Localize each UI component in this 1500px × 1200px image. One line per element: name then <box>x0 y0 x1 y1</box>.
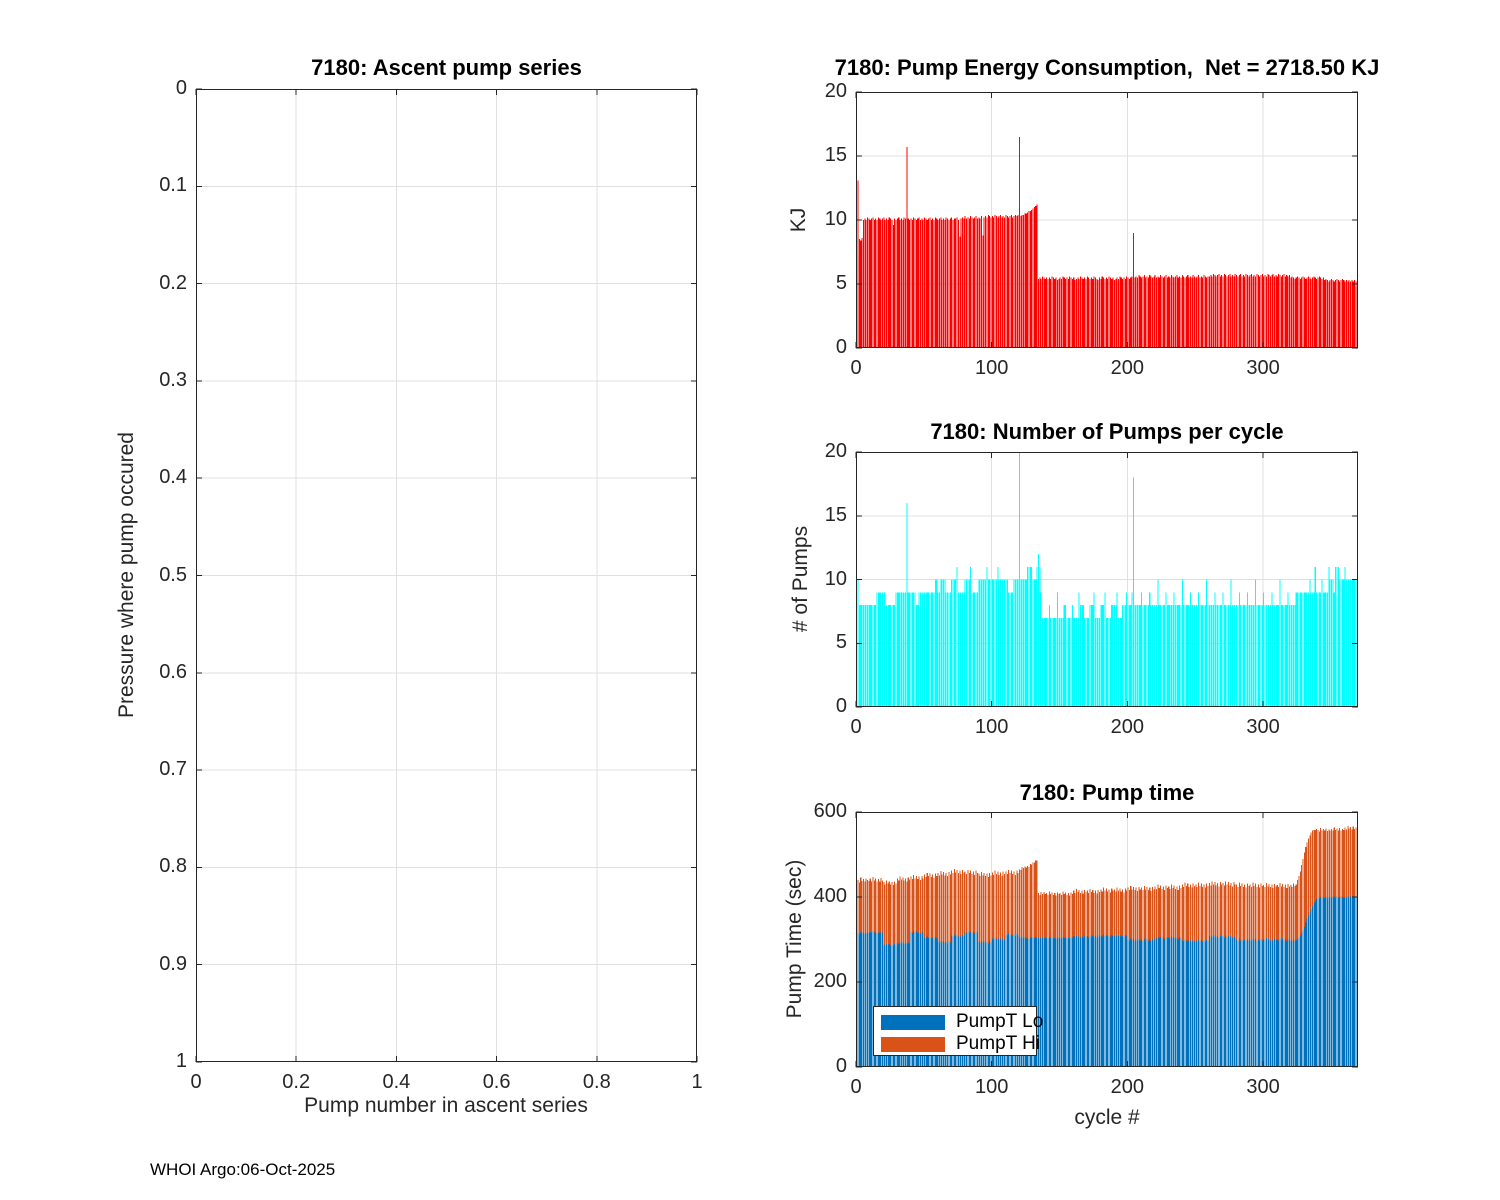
pumps-x-tick-label: 100 <box>974 716 1009 738</box>
time-x-tick-label: 0 <box>850 1076 862 1098</box>
ascent-x-tick-label: 0.8 <box>582 1071 611 1093</box>
energy-x-tick-label: 0 <box>850 357 862 379</box>
time-y-tick-label: 600 <box>813 800 847 822</box>
energy-y-tick-label: 15 <box>824 144 847 166</box>
legend-row-pumpt-lo: PumpT Lo <box>881 1011 1043 1032</box>
time-plot-title: 7180: Pump time <box>1019 780 1195 805</box>
energy-y-axis-label: KJ <box>787 207 810 233</box>
ascent-y-tick-label: 0.4 <box>159 466 187 489</box>
time-chart-svg <box>855 811 1358 1068</box>
energy-y-tick-label: 5 <box>835 272 847 294</box>
pumps-y-tick-label: 5 <box>835 631 847 654</box>
pumps-y-tick-label: 20 <box>824 440 847 462</box>
pumps-y-axis-label: # of Pumps <box>789 525 812 633</box>
energy-plot-area: 0 100 200 300 0 5 10 15 20 <box>825 80 1358 379</box>
pump-time-legend: PumpT Lo PumpT Hi <box>873 1006 1043 1056</box>
pumps-plot-title: 7180: Number of Pumps per cycle <box>930 419 1284 444</box>
ascent-x-tick-label: 0.2 <box>282 1071 311 1093</box>
ascent-y-tick-label: 0.7 <box>159 758 187 781</box>
pumps-y-tick-label: 10 <box>824 567 847 590</box>
energy-x-tick-label: 100 <box>974 357 1009 379</box>
ascent-y-tick-label: 1 <box>175 1050 187 1072</box>
energy-x-tick-label: 300 <box>1246 357 1280 379</box>
time-x-tick-label: 200 <box>1110 1076 1145 1098</box>
time-y-tick-label: 200 <box>813 970 847 992</box>
pumps-x-tick-label: 200 <box>1110 716 1145 738</box>
ascent-y-tick-label: 0 <box>175 77 187 99</box>
pumpt-lo-label: PumpT Lo <box>956 1011 1044 1032</box>
time-plot-area: 0 100 200 300 0 200 400 600 <box>814 800 1358 1098</box>
pumpt-hi-swatch <box>881 1036 945 1052</box>
pumps-chart-svg <box>855 451 1358 708</box>
ascent-plot-title: 7180: Ascent pump series <box>311 55 582 80</box>
ascent-x-tick-label: 0.6 <box>482 1071 511 1093</box>
time-x-axis-label: cycle # <box>1074 1106 1140 1129</box>
energy-y-tick-label: 10 <box>824 208 847 230</box>
ascent-x-tick-label: 0 <box>190 1071 202 1093</box>
time-x-tick-label: 100 <box>974 1076 1009 1098</box>
ascent-y-tick-label: 0.2 <box>159 271 187 294</box>
ascent-x-tick-label: 0.4 <box>382 1071 411 1093</box>
energy-plot-title: 7180: Pump Energy Consumption, Net = 271… <box>834 55 1380 80</box>
ascent-x-tick-label: 1 <box>691 1071 703 1093</box>
energy-y-tick-label: 20 <box>824 80 847 102</box>
ascent-y-tick-label: 0.8 <box>159 855 187 878</box>
time-y-axis-label: Pump Time (sec) <box>783 859 806 1019</box>
energy-chart-svg <box>855 91 1358 349</box>
ascent-x-axis-label: Pump number in ascent series <box>304 1094 588 1117</box>
ascent-plot-area: 0 0.2 0.4 0.6 0.8 1 0 0.1 0.2 0.3 0.4 0.5 0.6 0.7 0.8 0… <box>159 77 702 1093</box>
pumps-plot-area: 0 100 200 300 0 5 10 15 20 <box>825 440 1358 738</box>
ascent-y-tick-label: 0.1 <box>159 174 187 197</box>
energy-y-tick-label: 0 <box>835 336 847 358</box>
time-y-tick-label: 0 <box>835 1055 847 1077</box>
ascent-chart-svg <box>195 88 698 1063</box>
ascent-y-tick-label: 0.6 <box>159 660 187 683</box>
pumps-x-tick-label: 0 <box>850 716 862 738</box>
ascent-y-axis-label: Pressure where pump occured <box>115 432 138 718</box>
time-y-tick-label: 400 <box>813 885 847 907</box>
figure-footer-text: WHOI Argo:06-Oct-2025 <box>150 1160 336 1179</box>
legend-row-pumpt-hi: PumpT Hi <box>881 1033 1040 1054</box>
pumps-y-tick-label: 0 <box>835 695 847 717</box>
pumpt-hi-label: PumpT Hi <box>956 1033 1041 1054</box>
energy-x-tick-label: 200 <box>1110 357 1145 379</box>
pumpt-lo-swatch <box>881 1014 945 1030</box>
ascent-y-tick-label: 0.5 <box>159 563 187 586</box>
pumps-y-tick-label: 15 <box>824 503 847 526</box>
time-x-tick-label: 300 <box>1246 1076 1280 1098</box>
pumps-x-tick-label: 300 <box>1246 716 1280 738</box>
ascent-y-tick-label: 0.9 <box>159 952 187 975</box>
ascent-y-tick-label: 0.3 <box>159 368 187 391</box>
